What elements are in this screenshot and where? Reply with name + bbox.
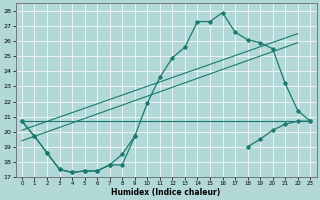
X-axis label: Humidex (Indice chaleur): Humidex (Indice chaleur) xyxy=(111,188,221,197)
